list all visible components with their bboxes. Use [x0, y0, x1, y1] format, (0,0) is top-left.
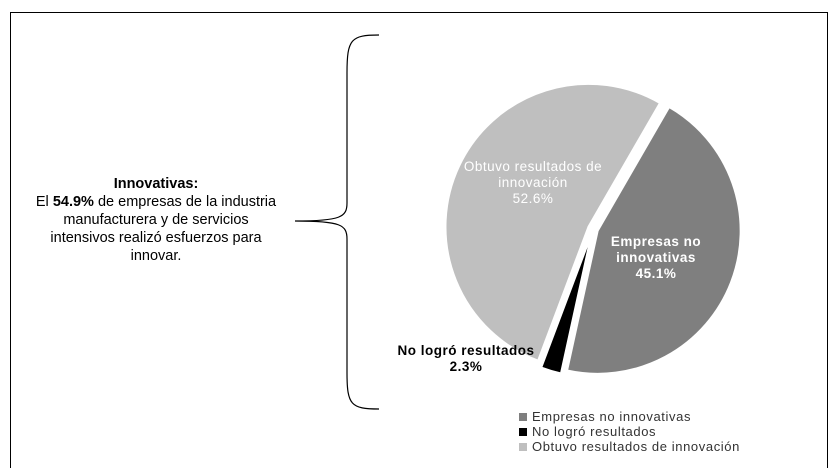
pie-slice: [565, 105, 742, 375]
legend-swatch: [519, 442, 527, 451]
frame: Innovativas: El 54.9% de empresas de la …: [10, 12, 828, 468]
chart: [294, 34, 742, 410]
annotation: Innovativas: El 54.9% de empresas de la …: [31, 175, 281, 265]
annotation-text: de empresas de la industria manufacturer…: [50, 194, 277, 264]
data-label-value: 2.3%: [449, 359, 483, 374]
legend-item: Empresas no innovativas: [519, 409, 740, 424]
pie-slice: [444, 82, 662, 362]
annotation-highlight: 54.9%: [52, 194, 94, 210]
data-label-value: 52.6%: [512, 191, 554, 206]
data-label-name: No logró resultados: [397, 343, 535, 358]
data-label: Empresas no innovativas 45.1%: [576, 234, 736, 282]
annotation-title: Innovativas:: [113, 176, 199, 192]
legend-item: No logró resultados: [519, 424, 740, 439]
legend-label: Empresas no innovativas: [532, 409, 692, 424]
data-label-value: 45.1%: [635, 266, 677, 281]
pie-slice: [539, 233, 593, 375]
legend-label: Obtuvo resultados de innovación: [532, 439, 740, 454]
data-label: Obtuvo resultados de innovación 52.6%: [458, 159, 608, 207]
brace: [294, 34, 380, 410]
legend-swatch: [519, 427, 527, 436]
annotation-text: El: [35, 194, 49, 210]
legend: Empresas no innovativas No logró resultad…: [519, 409, 740, 454]
data-label: No logró resultados 2.3%: [356, 343, 576, 375]
legend-item: Obtuvo resultados de innovación: [519, 439, 740, 454]
legend-swatch: [519, 412, 527, 421]
data-label-name: Empresas no innovativas: [610, 234, 702, 265]
legend-label: No logró resultados: [532, 424, 657, 439]
data-label-name: Obtuvo resultados de innovación: [463, 159, 603, 190]
